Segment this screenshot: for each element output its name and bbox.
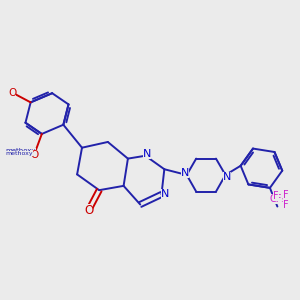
Text: methoxy: methoxy <box>5 148 36 154</box>
Text: O: O <box>84 204 93 217</box>
Text: F: F <box>283 200 289 210</box>
Text: N: N <box>161 190 169 200</box>
Text: O: O <box>30 150 38 160</box>
Text: N: N <box>223 172 231 182</box>
Text: N: N <box>143 149 151 159</box>
Text: F: F <box>273 191 279 202</box>
Text: CF₃: CF₃ <box>270 194 286 204</box>
Text: N: N <box>181 168 190 178</box>
Text: O: O <box>8 88 16 98</box>
Text: F: F <box>283 190 288 200</box>
Text: O: O <box>8 88 16 98</box>
Text: methoxy: methoxy <box>5 151 33 156</box>
Text: O: O <box>30 150 38 160</box>
